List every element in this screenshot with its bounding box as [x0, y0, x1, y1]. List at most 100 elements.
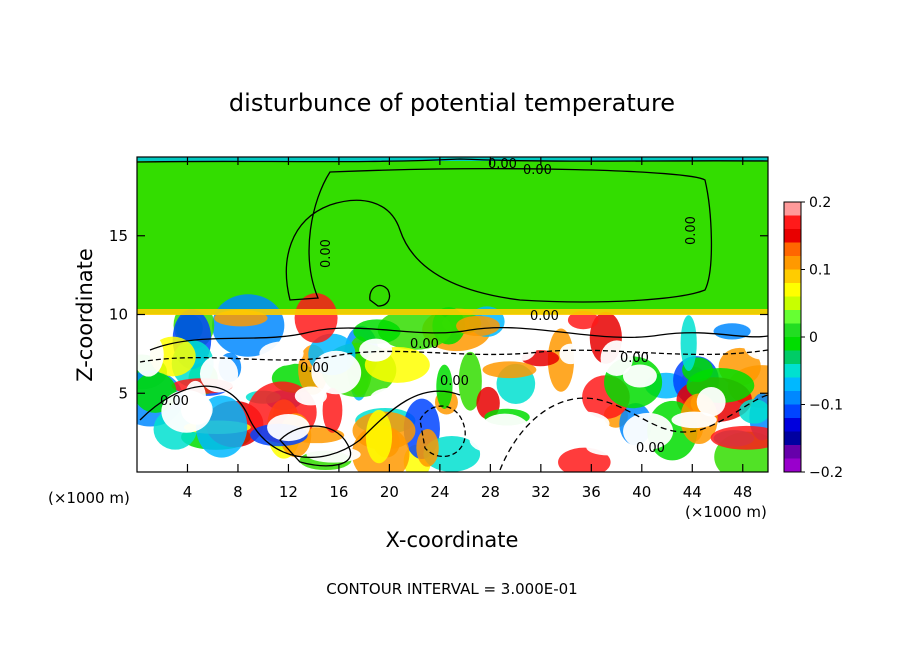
turbulence-patch	[353, 319, 401, 344]
turbulence-patch	[713, 323, 751, 340]
turbulence-patch-white	[267, 413, 310, 442]
turbulence-patch-white	[586, 439, 630, 456]
x-tick-label: 16	[329, 483, 348, 501]
turbulence-patch	[322, 387, 343, 433]
contour-small-cell	[369, 284, 391, 307]
y-axis-title: Z-coordinate	[73, 248, 97, 382]
turbulence-patch-white	[559, 391, 582, 430]
turbulence-patch	[680, 315, 697, 371]
y-unit-label: (×1000 m)	[48, 489, 130, 507]
x-tick-label: 4	[183, 483, 193, 501]
contour-label: 0.00	[636, 441, 665, 456]
turbulence-patch	[482, 361, 537, 379]
colorbar-segment	[784, 445, 801, 459]
turbulence-patch-white	[294, 386, 328, 406]
colorbar-segment	[784, 350, 801, 365]
x-tick-label: 20	[380, 483, 399, 501]
contour-label: 0.00	[440, 374, 469, 389]
colorbar-segment	[784, 296, 801, 311]
turbulence-patch-white	[622, 364, 657, 388]
colorbar-segment	[784, 283, 801, 297]
turbulence-patch-white	[199, 355, 239, 393]
turbulence-patch	[738, 399, 768, 424]
contour-interval-footer: CONTOUR INTERVAL = 3.000E-01	[326, 580, 577, 598]
lower-turbulence-patches	[137, 293, 768, 472]
turbulence-patch-white	[161, 390, 212, 433]
turbulence-patch-white	[655, 334, 681, 351]
contour-lower-3	[279, 425, 352, 467]
contour-large-cell	[285, 168, 713, 303]
colorbar-segment	[784, 229, 801, 243]
colorbar-segment	[784, 418, 801, 432]
colorbar	[783, 201, 802, 473]
y-tick-label: 5	[118, 384, 128, 402]
turbulence-patch-white	[469, 427, 510, 453]
colorbar-segment	[784, 269, 801, 284]
contour-label: 0.00	[300, 361, 329, 376]
turbulence-patch	[365, 409, 393, 464]
colorbar-segment	[784, 323, 801, 338]
contour-label: 0.00	[684, 216, 699, 245]
turbulence-patch-white	[507, 331, 538, 361]
colorbar-tick-label: −0.2	[809, 465, 843, 481]
contour-label: 0.00	[410, 337, 439, 352]
turbulence-patch-white	[559, 343, 582, 365]
contour-lower-2	[499, 394, 768, 471]
turbulence-patch	[710, 425, 768, 450]
x-tick-label: 40	[632, 483, 651, 501]
colorbar-tick-label: 0.1	[809, 263, 831, 279]
contour-lower-4	[419, 405, 466, 458]
colorbar-segment	[784, 364, 801, 378]
contour-interface-2	[139, 349, 768, 363]
upper-layer-field	[137, 157, 768, 314]
colorbar-tick-label: −0.1	[809, 398, 843, 414]
contour-labels: 0.00 0.00 0.00 0.00 0.00 0.00 0.00 0.00 …	[160, 157, 699, 456]
x-tick-label: 36	[582, 483, 601, 501]
y-tick-label: 10	[109, 306, 128, 324]
colorbar-segment	[784, 377, 801, 392]
contour-label: 0.00	[530, 309, 559, 324]
turbulence-patch-white	[359, 338, 393, 362]
colorbar-segment	[784, 256, 801, 270]
turbulence-patch-white	[744, 331, 768, 360]
x-tick-label: 48	[733, 483, 752, 501]
x-tick-label: 32	[531, 483, 550, 501]
contour-label: 0.00	[488, 157, 517, 172]
turbulence-patch	[416, 428, 439, 467]
y-axis: 5 10 15	[109, 227, 768, 402]
contour-lower-1	[139, 385, 461, 459]
turbulence-patch	[458, 351, 482, 411]
turbulence-patch	[456, 315, 500, 336]
x-tick-label: 12	[279, 483, 298, 501]
colorbar-segment	[784, 337, 801, 351]
turbulence-patch	[377, 308, 452, 350]
turbulence-patch-white	[600, 340, 633, 377]
x-tick-label: 28	[481, 483, 500, 501]
colorbar-segment	[784, 242, 801, 257]
colorbar-segment	[784, 215, 801, 230]
x-axis: 4 8 12 16 20 24 28 32 36 40 44 48	[183, 157, 752, 501]
colorbar-labels: 0.2 0.1 0 −0.1 −0.2	[801, 195, 843, 481]
colorbar-tick-label: 0	[809, 330, 818, 346]
turbulence-patch-white	[277, 342, 303, 363]
turbulence-patch	[294, 293, 338, 343]
colorbar-segment	[784, 431, 801, 446]
x-tick-label: 24	[430, 483, 449, 501]
colorbar-segment	[784, 404, 801, 419]
x-tick-label: 8	[233, 483, 243, 501]
x-unit-label: (×1000 m)	[685, 503, 767, 521]
contour-label: 0.00	[523, 163, 552, 178]
contour-label: 0.00	[620, 351, 649, 366]
turbulence-patch-white	[623, 412, 674, 450]
turbulence-patch-white	[311, 350, 362, 395]
colorbar-segment	[784, 458, 801, 473]
x-tick-label: 44	[683, 483, 702, 501]
interface-band	[137, 309, 768, 315]
contour-lines	[137, 158, 768, 471]
turbulence-patch-white	[671, 411, 717, 429]
turbulence-patch	[436, 364, 453, 409]
colorbar-segment	[784, 310, 801, 324]
colorbar-segment	[784, 202, 801, 216]
chart-title: disturbunce of potential temperature	[229, 89, 675, 117]
